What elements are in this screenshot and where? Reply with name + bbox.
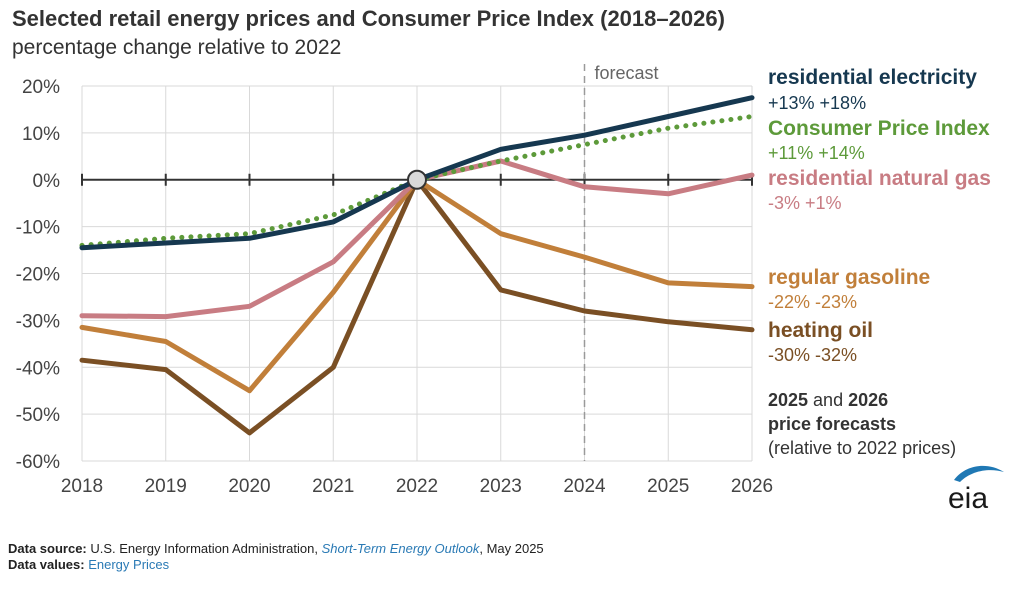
y-tick-label: -60% — [16, 452, 60, 473]
markers — [407, 169, 427, 190]
legend-values-natural-gas: -3% +1% — [768, 193, 842, 213]
x-tick-label: 2018 — [61, 476, 103, 497]
legend-name-gasoline: regular gasoline — [768, 266, 931, 289]
y-tick-label: 20% — [22, 77, 60, 98]
y-tick-label: 10% — [22, 124, 60, 145]
x-tick-label: 2026 — [731, 476, 773, 497]
y-tick-label: 0% — [33, 171, 61, 192]
eia-logo: eia — [948, 465, 1004, 514]
y-tick-label: -40% — [16, 358, 60, 379]
data-source-line: Data source: U.S. Energy Information Adm… — [8, 541, 544, 556]
data-values-line: Data values: Energy Prices — [8, 557, 169, 572]
data-values-label: Data values: — [8, 557, 85, 572]
data-values-link[interactable]: Energy Prices — [88, 557, 170, 572]
data-source-text: U.S. Energy Information Administration, — [86, 541, 322, 556]
note-year-2025: 2025 — [768, 390, 809, 410]
axes: 20% 10% 0% -10% -20% -30% -40% -50% -60%2018 2019… — [16, 63, 774, 497]
forecast-label: forecast — [595, 63, 659, 83]
legend-values-electricity: +13% +18% — [768, 93, 867, 113]
x-tick-label: 2023 — [480, 476, 522, 497]
y-tick-label: -20% — [16, 265, 60, 286]
data-source-publication-link[interactable]: Short-Term Energy Outlook — [321, 541, 480, 556]
legend-values-cpi: +11% +14% — [768, 143, 865, 163]
x-tick-label: 2022 — [396, 476, 438, 497]
note-year-2026: 2026 — [848, 390, 889, 410]
forecast-note-line3: (relative to 2022 prices) — [768, 438, 957, 458]
chart-subtitle: percentage change relative to 2022 — [12, 36, 342, 59]
forecast-note-line1: 2025 and 2026 — [768, 390, 888, 411]
x-tick-label: 2025 — [647, 476, 689, 497]
y-tick-label: -30% — [16, 311, 60, 332]
legend-values-gasoline: -22% -23% — [768, 292, 858, 312]
legend-name-natural-gas: residential natural gas — [768, 167, 991, 190]
y-tick-label: -50% — [16, 405, 60, 426]
forecast-note-line2: price forecasts — [768, 414, 896, 435]
y-tick-label: -10% — [16, 218, 60, 239]
grid — [81, 85, 753, 462]
note-and: and — [808, 390, 849, 410]
legend-name-heating-oil: heating oil — [768, 319, 873, 342]
eia-logo-text: eia — [948, 482, 988, 514]
x-tick-label: 2021 — [312, 476, 354, 497]
base-year-marker — [407, 169, 427, 190]
note-price-forecasts: price forecasts — [768, 414, 897, 434]
x-tick-label: 2024 — [563, 476, 606, 497]
chart-title: Selected retail energy prices and Consum… — [12, 6, 725, 31]
x-tick-label: 2019 — [145, 476, 187, 497]
data-source-date: , May 2025 — [479, 541, 544, 556]
legend-name-cpi: Consumer Price Index — [768, 117, 990, 140]
data-source-label: Data source: — [8, 541, 87, 556]
legend-name-electricity: residential electricity — [768, 66, 977, 89]
x-tick-label: 2020 — [228, 476, 270, 497]
legend-values-heating-oil: -30% -32% — [768, 345, 858, 365]
